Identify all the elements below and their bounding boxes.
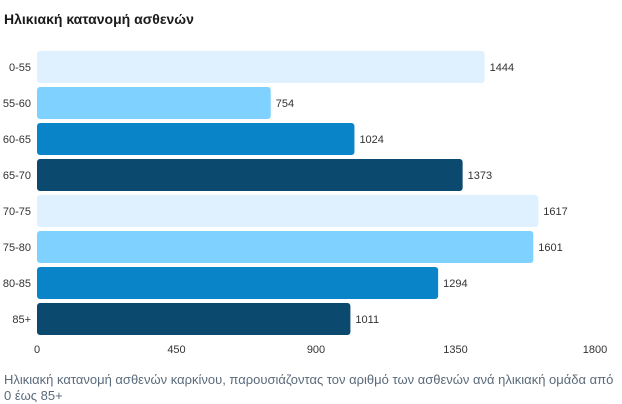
- x-tick-label: 900: [307, 344, 325, 356]
- bar-0-55[interactable]: [37, 51, 485, 83]
- category-label: 60-65: [3, 134, 31, 146]
- category-label: 80-85: [3, 278, 31, 290]
- bar-70-75[interactable]: [37, 195, 539, 227]
- x-tick-label: 0: [34, 344, 40, 356]
- x-tick-label: 450: [167, 344, 185, 356]
- chart-caption: Ηλικιακή κατανομή ασθενών καρκίνου, παρο…: [4, 372, 614, 403]
- value-label: 1294: [443, 278, 467, 290]
- value-label: 1601: [538, 242, 562, 254]
- value-label: 754: [276, 98, 294, 110]
- x-tick-label: 1350: [443, 344, 467, 356]
- bar-85+[interactable]: [37, 303, 351, 335]
- bar-80-85[interactable]: [37, 267, 439, 299]
- category-label: 0-55: [9, 62, 31, 74]
- category-label: 55-60: [3, 98, 31, 110]
- chart-title: Ηλικιακή κατανομή ασθενών: [4, 11, 194, 27]
- value-label: 1373: [468, 170, 492, 182]
- value-label: 1617: [543, 206, 567, 218]
- value-label: 1444: [490, 62, 514, 74]
- bar-65-70[interactable]: [37, 159, 463, 191]
- bar-chart: 0-55 1444 55-60 754 60-65 1024 65-70 1373 70-75 1…: [3, 51, 607, 356]
- category-label: 70-75: [3, 206, 31, 218]
- value-label: 1024: [359, 134, 383, 146]
- category-label: 75-80: [3, 242, 31, 254]
- x-tick-label: 1800: [583, 344, 607, 356]
- bar-60-65[interactable]: [37, 123, 355, 155]
- category-label: 85+: [12, 314, 31, 326]
- bar-55-60[interactable]: [37, 87, 271, 119]
- value-label: 1011: [355, 314, 379, 326]
- bar-75-80[interactable]: [37, 231, 534, 263]
- category-label: 65-70: [3, 170, 31, 182]
